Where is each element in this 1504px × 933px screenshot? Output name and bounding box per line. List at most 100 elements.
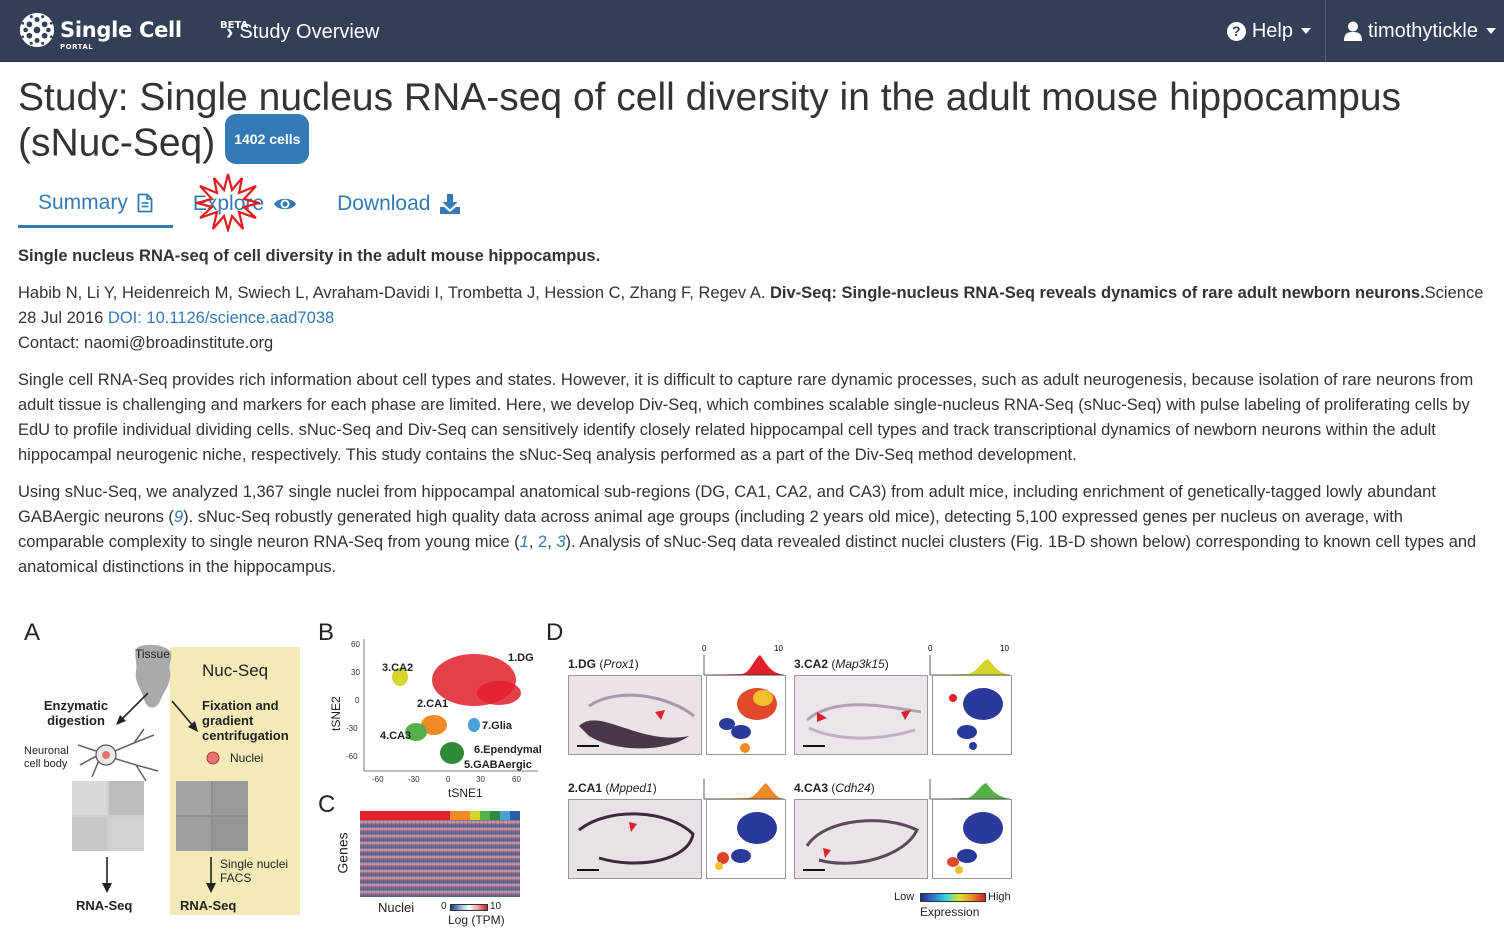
chevron-right-icon: › [226, 19, 234, 44]
d-cell-3-section [568, 799, 702, 879]
fixation-label: Fixation and gradient centrifugation [202, 698, 289, 743]
xtick-30: 30 [476, 775, 485, 784]
arrow-icon [171, 700, 198, 732]
citation-paper-title: Div-Seq: Single-nucleus RNA-Seq reveals … [770, 284, 1425, 302]
cell-logo-icon [19, 12, 55, 48]
arrow-icon [102, 857, 112, 893]
label-1dg: 1.DG [508, 652, 534, 664]
p2-text-a: Using sNuc-Seq, we analyzed 1,367 single… [18, 483, 1436, 526]
tab-explore-label: Explore [192, 192, 265, 215]
ref-9-link[interactable]: 9 [173, 508, 184, 526]
d-cell-3-tsne [706, 799, 786, 879]
tissue-label: Tissue [135, 647, 170, 661]
doi-link[interactable]: DOI: 10.1126/science.aad7038 [107, 309, 335, 327]
d-cell-4-section [794, 799, 928, 879]
tab-explore[interactable]: Explore [173, 180, 317, 228]
breadcrumb-current[interactable]: Study Overview [239, 20, 380, 43]
page-title: Study: Single nucleus RNA-seq of cell di… [18, 76, 1488, 170]
d-cell-3-title: 2.CA1 (Mpped1) [568, 781, 657, 795]
caret-down-icon [1486, 28, 1496, 34]
p2-comma-2: , [547, 533, 557, 551]
user-label: timothytickle [1367, 19, 1478, 42]
scale-label: Log (TPM) [448, 913, 505, 927]
tissue-illustration [135, 644, 172, 708]
svg-text:0: 0 [928, 644, 933, 653]
heatmap-cluster-bar [360, 811, 520, 820]
neuron-illustration [77, 728, 159, 782]
brand-portal: PORTAL [60, 43, 94, 51]
tsne-ylabel: tSNE2 [329, 696, 343, 731]
svg-text:10: 10 [1000, 644, 1009, 653]
label-6ependymal: 6.Ependymal [474, 744, 542, 756]
citation-authors: Habib N, Li Y, Heidenreich M, Swiech L, … [18, 284, 771, 302]
nuclei-dot-icon [206, 751, 220, 765]
file-icon [137, 193, 153, 212]
summary-heading: Single nucleus RNA-seq of cell diversity… [18, 247, 601, 265]
label-7glia: 7.Glia [482, 720, 513, 732]
ytick-minus30: -30 [346, 724, 358, 733]
svg-text:0: 0 [702, 644, 707, 653]
p2-text-b: ). sNuc-Seq robustly generated high qual… [18, 508, 1403, 551]
panel-b-letter: B [318, 619, 335, 646]
enzymatic-label: Enzymatic digestion [43, 698, 109, 728]
citation-journal: Science 28 Jul 2016 [18, 284, 1484, 327]
label-3ca2: 3.CA2 [382, 662, 413, 674]
d-cell-1-section [568, 675, 702, 755]
svg-text:10: 10 [774, 644, 783, 653]
tab-summary[interactable]: Summary [18, 180, 173, 228]
d-cell-2-tsne [932, 675, 1012, 755]
question-circle-icon: ? [1226, 21, 1246, 41]
ref-3-link[interactable]: 3 [556, 533, 566, 551]
user-menu-button[interactable]: timothytickle [1324, 0, 1504, 62]
panel-c-letter: C [318, 791, 336, 818]
tab-download[interactable]: Download [317, 180, 481, 228]
arrow-icon [206, 857, 216, 893]
label-4ca3: 4.CA3 [380, 730, 411, 742]
cluster-dg [432, 654, 521, 706]
help-menu-button[interactable]: ? Help [1213, 0, 1325, 62]
xtick-60: 60 [512, 775, 521, 784]
d-cell-4-title: 4.CA3 (Cdh24) [794, 781, 875, 795]
ytick-minus60: -60 [346, 752, 358, 761]
neuronal-label: Neuronal cell body [24, 745, 69, 770]
brand-name: Single Cell [60, 18, 182, 42]
brand-beta: BETA [220, 20, 249, 31]
ref-2-link[interactable]: 2 [538, 533, 548, 551]
scale-min: 0 [441, 901, 447, 912]
d-cell-2-title: 3.CA2 (Map3k15) [794, 657, 889, 671]
d-cell-4-tsne [932, 799, 1012, 879]
label-2ca1: 2.CA1 [417, 698, 448, 710]
panel-d-letter: D [546, 619, 564, 646]
nav-right: ? Help timothytickle [1213, 0, 1504, 62]
panel-a-letter: A [24, 619, 41, 646]
ref-1-link[interactable]: 1 [519, 533, 529, 551]
ytick-0: 0 [355, 696, 360, 705]
brand-logo-link[interactable]: Single Cell BETA PORTAL [18, 10, 248, 51]
heatmap-ylabel: Genes [334, 832, 351, 874]
contact-text: Contact: naomi@broadinstitute.org [18, 334, 274, 352]
tpm-colorbar [450, 904, 488, 911]
heatmap-body [360, 820, 520, 897]
study-summary: Single nucleus RNA-seq of cell diversity… [18, 244, 1488, 592]
microscopy-right [176, 781, 248, 851]
study-figure: A Tissue Nuc-Seq Enzymatic digestion Fix… [18, 617, 1019, 933]
tab-download-label: Download [337, 192, 431, 215]
tsne-plot: 60 30 0 -30 -60 -60 -30 0 30 60 tSNE1 tS… [329, 639, 542, 800]
study-title-text: Study: Single nucleus RNA-seq of cell di… [18, 76, 1402, 165]
help-label: Help [1251, 19, 1293, 42]
d-cell-2-histogram: 0 10 [928, 644, 1010, 676]
p2-text-c: ). Analysis of sNuc-Seq data revealed di… [18, 533, 1477, 576]
heatmap [360, 811, 520, 897]
d-cell-3-histogram [703, 779, 784, 800]
ytick-30: 30 [351, 668, 360, 677]
cluster-glia [468, 718, 480, 732]
download-icon [440, 194, 461, 214]
xtick-0: 0 [446, 775, 451, 784]
tsne-xlabel: tSNE1 [448, 786, 483, 800]
caret-down-icon [1300, 28, 1311, 34]
d-cell-2-section [794, 675, 928, 755]
arrow-icon [116, 692, 149, 725]
heatmap-xlabel: Nuclei [378, 900, 415, 915]
nucseq-label: Nuc-Seq [202, 661, 269, 680]
label-5gabaergic: 5.GABAergic [464, 759, 532, 771]
